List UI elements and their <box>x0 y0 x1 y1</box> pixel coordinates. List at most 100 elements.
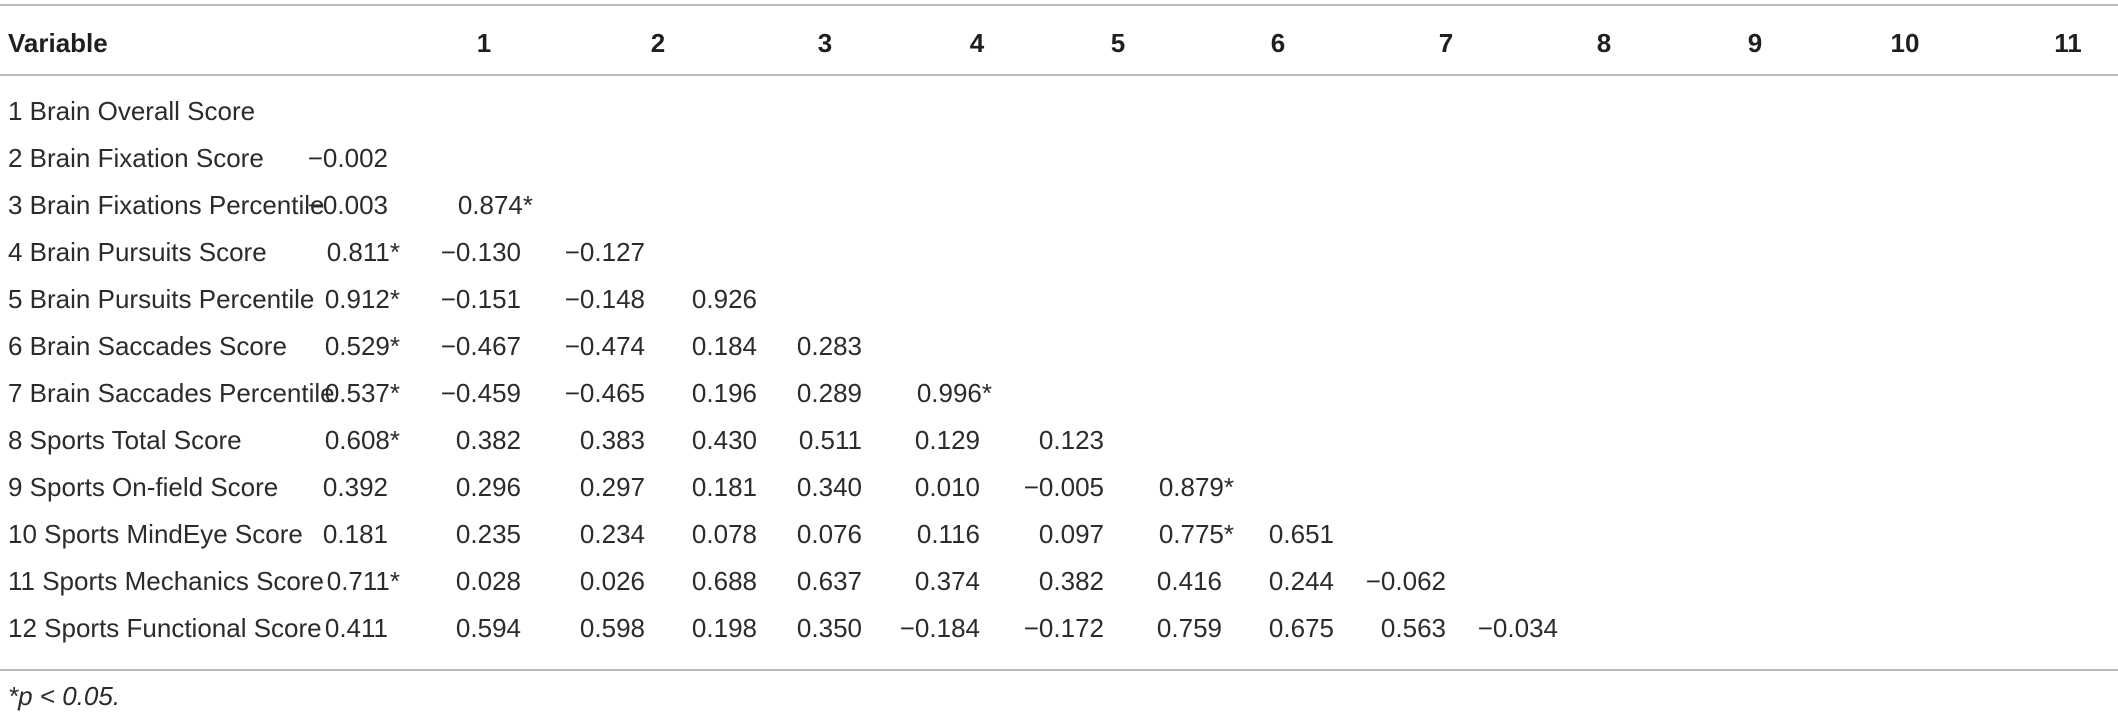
row-label: 7 Brain Saccades Percentile <box>8 378 335 408</box>
table-cell: 0.382 <box>1038 566 1104 596</box>
table-cell: −0.002 <box>307 143 388 173</box>
row-label: 5 Brain Pursuits Percentile <box>8 284 315 314</box>
table-cell: 0.289 <box>796 378 862 408</box>
table-cell: 0.116 <box>916 519 980 549</box>
table-header-rule <box>0 74 2118 76</box>
table-row: 1 Brain Overall Score <box>0 88 2118 135</box>
table-row: 10 Sports MindEye Score 0.181 0.235 0.234 0.… <box>0 511 2118 558</box>
table-cell: −0.130 <box>440 237 521 267</box>
header-col-2: 2 <box>650 28 666 58</box>
table-cell: −0.474 <box>564 331 645 361</box>
table-row: 9 Sports On-field Score 0.392 0.296 0.297 0.… <box>0 464 2118 511</box>
table-cell: 0.123 <box>1038 425 1104 455</box>
table-cell: 0.537* <box>324 378 400 408</box>
table-cell: 0.711* <box>326 566 400 596</box>
table-cell: 0.196 <box>691 378 757 408</box>
table-cell: 0.078 <box>691 519 757 549</box>
row-label: 9 Sports On-field Score <box>8 472 279 502</box>
header-col-4: 4 <box>969 28 985 58</box>
row-label: 6 Brain Saccades Score <box>8 331 287 361</box>
table-cell: −0.465 <box>564 378 645 408</box>
row-label: 1 Brain Overall Score <box>8 96 256 126</box>
table-cell: 0.181 <box>691 472 757 502</box>
table-row: 12 Sports Functional Score 0.411 0.594 0.59… <box>0 605 2118 652</box>
table-cell: 0.637 <box>796 566 862 596</box>
table-cell: 0.675 <box>1268 613 1334 643</box>
table-cell: 0.874* <box>457 190 533 220</box>
table-row: 7 Brain Saccades Percentile 0.537* −0.459 −… <box>0 370 2118 417</box>
header-col-10: 10 <box>1890 28 1920 58</box>
table-cell: 0.651 <box>1268 519 1334 549</box>
table-cell: 0.811* <box>326 237 400 267</box>
row-label: 3 Brain Fixations Percentile <box>8 190 325 220</box>
table-cell: 0.411 <box>324 613 388 643</box>
table-cell: −0.034 <box>1477 613 1558 643</box>
table-cell: 0.759 <box>1156 613 1222 643</box>
table-row: 5 Brain Pursuits Percentile 0.912* −0.151 −… <box>0 276 2118 323</box>
table-cell: 0.244 <box>1268 566 1334 596</box>
header-col-1: 1 <box>476 28 492 58</box>
table-cell: 0.026 <box>579 566 645 596</box>
table-header-row: Variable 1 2 3 4 5 6 7 8 9 10 11 <box>0 20 2118 67</box>
row-label: 4 Brain Pursuits Score <box>8 237 267 267</box>
header-col-9: 9 <box>1747 28 1763 58</box>
table-cell: 0.594 <box>455 613 521 643</box>
table-cell: 0.879* <box>1158 472 1234 502</box>
row-label: 11 Sports Mechanics Score <box>8 566 324 596</box>
table-cell: 0.340 <box>796 472 862 502</box>
table-cell: 0.181 <box>322 519 388 549</box>
table-cell: 0.129 <box>914 425 980 455</box>
table-cell: 0.198 <box>691 613 757 643</box>
header-col-3: 3 <box>817 28 833 58</box>
table-cell: 0.416 <box>1156 566 1222 596</box>
table-cell: −0.172 <box>1023 613 1104 643</box>
table-cell: 0.529* <box>324 331 400 361</box>
table-cell: −0.003 <box>307 190 388 220</box>
table-cell: −0.005 <box>1023 472 1104 502</box>
table-cell: −0.184 <box>899 613 980 643</box>
table-row: 3 Brain Fixations Percentile −0.003 0.874* <box>0 182 2118 229</box>
table-cell: 0.235 <box>455 519 521 549</box>
table-footnote: *p < 0.05. <box>8 681 121 711</box>
table-cell: 0.184 <box>691 331 757 361</box>
table-row: 2 Brain Fixation Score −0.002 <box>0 135 2118 182</box>
table-bottom-rule <box>0 669 2118 671</box>
header-col-8: 8 <box>1596 28 1612 58</box>
table-cell: 0.688 <box>691 566 757 596</box>
table-cell: 0.996* <box>916 378 992 408</box>
header-col-6: 6 <box>1270 28 1286 58</box>
table-cell: 0.374 <box>914 566 980 596</box>
table-cell: 0.076 <box>796 519 862 549</box>
table-cell: 0.383 <box>579 425 645 455</box>
row-label: 12 Sports Functional Score <box>8 613 322 643</box>
table-cell: 0.234 <box>579 519 645 549</box>
table-top-rule <box>0 4 2118 6</box>
table-cell: 0.296 <box>455 472 521 502</box>
table-cell: 0.097 <box>1038 519 1104 549</box>
table-row: 6 Brain Saccades Score 0.529* −0.467 −0.474… <box>0 323 2118 370</box>
row-label: 10 Sports MindEye Score <box>8 519 303 549</box>
table-cell: −0.148 <box>564 284 645 314</box>
table-cell: 0.392 <box>322 472 388 502</box>
table-cell: 0.297 <box>579 472 645 502</box>
header-col-11: 11 <box>2054 28 2082 58</box>
table-cell: −0.151 <box>440 284 521 314</box>
row-label: 8 Sports Total Score <box>8 425 242 455</box>
table-cell: 0.430 <box>691 425 757 455</box>
header-col-5: 5 <box>1110 28 1126 58</box>
header-variable: Variable <box>8 28 108 58</box>
table-cell: 0.912* <box>324 284 400 314</box>
table-cell: −0.127 <box>564 237 645 267</box>
table-row: 8 Sports Total Score 0.608* 0.382 0.383 0.43… <box>0 417 2118 464</box>
table-row: 4 Brain Pursuits Score 0.811* −0.130 −0.127 <box>0 229 2118 276</box>
row-label: 2 Brain Fixation Score <box>8 143 264 173</box>
table-cell: 0.511 <box>798 425 862 455</box>
table-cell: 0.283 <box>796 331 862 361</box>
table-cell: −0.467 <box>440 331 521 361</box>
header-col-7: 7 <box>1438 28 1454 58</box>
table-row: 11 Sports Mechanics Score 0.711* 0.028 0.02… <box>0 558 2118 605</box>
table-cell: 0.775* <box>1158 519 1234 549</box>
table-cell: 0.608* <box>324 425 400 455</box>
table-cell: −0.062 <box>1365 566 1446 596</box>
